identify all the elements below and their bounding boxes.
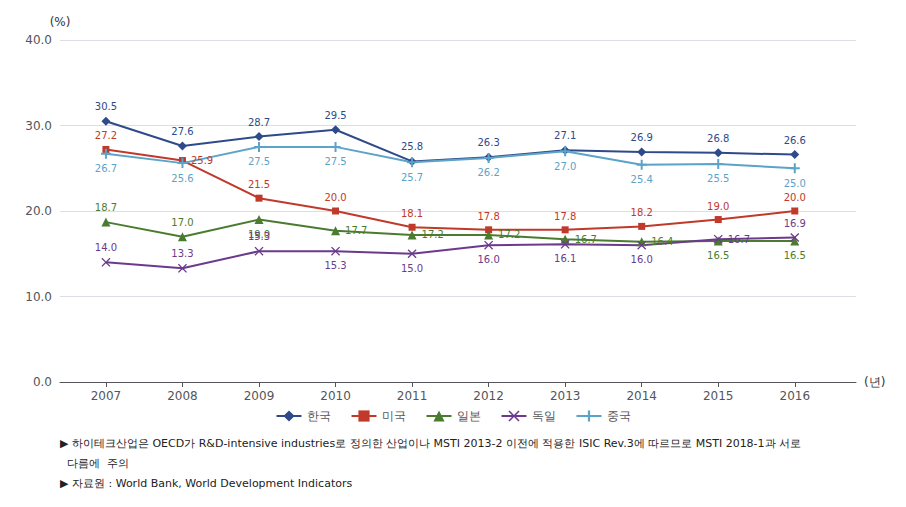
svg-text:▶ 하이테크산업은 OECD가 R&D-intensive: ▶ 하이테크산업은 OECD가 R&D-intensive industries…: [60, 437, 801, 450]
svg-text:25.0: 25.0: [784, 178, 806, 189]
svg-text:미국: 미국: [382, 409, 406, 423]
svg-text:16.0: 16.0: [477, 254, 499, 265]
svg-text:25.5: 25.5: [707, 173, 729, 184]
svg-text:16.5: 16.5: [707, 250, 729, 261]
svg-text:27.2: 27.2: [95, 130, 117, 141]
svg-text:중국: 중국: [607, 409, 631, 423]
svg-text:25.8: 25.8: [401, 141, 423, 152]
svg-text:19.0: 19.0: [707, 201, 729, 212]
svg-text:(년): (년): [864, 375, 885, 389]
svg-text:27.5: 27.5: [248, 156, 270, 167]
svg-text:17.8: 17.8: [554, 211, 576, 222]
svg-text:일본: 일본: [457, 409, 481, 423]
svg-text:25.7: 25.7: [401, 172, 423, 183]
svg-text:15.3: 15.3: [324, 260, 346, 271]
svg-text:26.9: 26.9: [631, 132, 653, 143]
svg-text:16.7: 16.7: [728, 234, 750, 245]
svg-text:26.8: 26.8: [707, 133, 729, 144]
svg-text:18.1: 18.1: [401, 208, 423, 219]
svg-text:15.0: 15.0: [401, 263, 423, 274]
svg-text:16.9: 16.9: [784, 218, 806, 229]
svg-text:17.7: 17.7: [345, 225, 367, 236]
svg-text:17.2: 17.2: [498, 229, 520, 240]
svg-text:17.8: 17.8: [477, 211, 499, 222]
svg-text:26.3: 26.3: [477, 137, 499, 148]
svg-text:30.5: 30.5: [95, 101, 117, 112]
svg-text:2016: 2016: [779, 389, 810, 403]
svg-text:2013: 2013: [550, 389, 581, 403]
svg-text:독일: 독일: [532, 409, 556, 423]
svg-text:2010: 2010: [320, 389, 351, 403]
svg-text:16.7: 16.7: [575, 234, 597, 245]
svg-text:15.3: 15.3: [248, 231, 270, 242]
svg-text:2015: 2015: [703, 389, 734, 403]
svg-text:(%): (%): [50, 15, 71, 29]
svg-text:27.5: 27.5: [324, 156, 346, 167]
svg-text:40.0: 40.0: [25, 33, 52, 47]
svg-text:10.0: 10.0: [25, 290, 52, 304]
svg-text:27.0: 27.0: [554, 161, 576, 172]
svg-text:14.0: 14.0: [95, 242, 117, 253]
svg-text:▶ 자료원 : World Bank, World Deve: ▶ 자료원 : World Bank, World Development In…: [60, 477, 352, 490]
svg-text:25.9: 25.9: [191, 155, 213, 166]
svg-text:26.2: 26.2: [477, 167, 499, 178]
svg-text:2009: 2009: [244, 389, 275, 403]
svg-text:18.7: 18.7: [95, 202, 117, 213]
svg-text:다름에 주의: 다름에 주의: [60, 457, 129, 470]
svg-text:17.0: 17.0: [171, 217, 193, 228]
svg-text:2012: 2012: [473, 389, 504, 403]
svg-text:27.6: 27.6: [171, 126, 193, 137]
svg-text:16.5: 16.5: [784, 250, 806, 261]
svg-text:28.7: 28.7: [248, 117, 270, 128]
svg-text:26.7: 26.7: [95, 163, 117, 174]
svg-text:20.0: 20.0: [324, 192, 346, 203]
svg-text:13.3: 13.3: [171, 248, 193, 259]
svg-text:27.1: 27.1: [554, 130, 576, 141]
svg-text:26.6: 26.6: [784, 135, 806, 146]
svg-text:20.0: 20.0: [784, 192, 806, 203]
svg-text:2014: 2014: [626, 389, 657, 403]
svg-text:21.5: 21.5: [248, 179, 270, 190]
svg-text:25.4: 25.4: [631, 174, 653, 185]
svg-text:18.2: 18.2: [631, 207, 653, 218]
svg-text:0.0: 0.0: [33, 375, 52, 389]
svg-text:29.5: 29.5: [324, 110, 346, 121]
svg-text:16.1: 16.1: [554, 253, 576, 264]
svg-text:16.0: 16.0: [631, 254, 653, 265]
svg-text:2007: 2007: [91, 389, 122, 403]
svg-text:2008: 2008: [167, 389, 198, 403]
svg-text:한국: 한국: [307, 409, 331, 423]
svg-text:20.0: 20.0: [25, 204, 52, 218]
svg-text:2011: 2011: [397, 389, 428, 403]
svg-text:17.2: 17.2: [422, 229, 444, 240]
svg-text:16.4: 16.4: [651, 236, 673, 247]
svg-text:25.6: 25.6: [171, 173, 193, 184]
svg-text:30.0: 30.0: [25, 119, 52, 133]
